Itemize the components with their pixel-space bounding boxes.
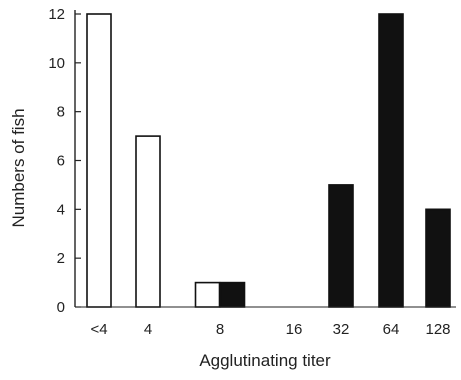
- bar-open-0: [86, 13, 112, 308]
- x-tick-label-4: 32: [333, 321, 350, 338]
- y-tick-label-4: 4: [57, 201, 65, 218]
- y-tick-label-0: 0: [57, 299, 65, 316]
- bar-filled-4: [328, 184, 354, 308]
- y-tick-label-2: 2: [57, 250, 65, 267]
- axes-layer: [74, 10, 456, 308]
- y-axis-title: Numbers of fish: [9, 108, 28, 227]
- x-tick-label-6: 128: [425, 321, 450, 338]
- bars-layer: [86, 13, 451, 308]
- x-tick-label-1: 4: [144, 321, 152, 338]
- bar-filled-2: [219, 281, 246, 308]
- x-tick-label-3: 16: [286, 321, 303, 338]
- bar-filled-5: [378, 13, 404, 308]
- bar-open-2: [194, 281, 221, 308]
- x-tick-label-0: <4: [90, 321, 107, 338]
- x-tick-label-2: 8: [216, 321, 224, 338]
- y-tick-label-12: 12: [48, 6, 65, 23]
- x-tick-label-5: 64: [383, 321, 400, 338]
- y-tick-label-8: 8: [57, 104, 65, 121]
- labels-layer: 0 2 4 6 8 10 12 <4 4 8 16 32 64 128 Agglutinating tite…: [9, 6, 451, 370]
- bar-open-1: [135, 135, 161, 308]
- y-tick-label-10: 10: [48, 55, 65, 72]
- bar-filled-6: [425, 208, 451, 308]
- x-axis-title: Agglutinating titer: [199, 351, 331, 370]
- y-tick-label-6: 6: [57, 153, 65, 170]
